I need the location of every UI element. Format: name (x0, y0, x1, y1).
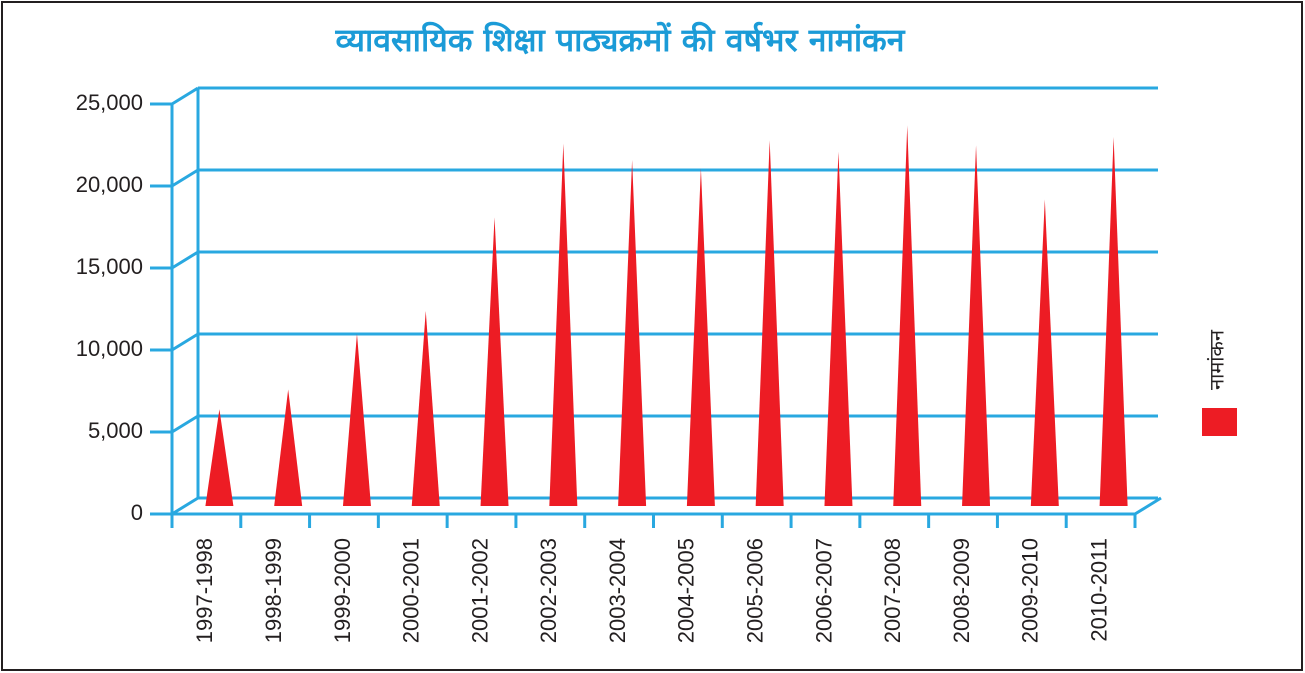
y-tick-label: 5,000 (88, 418, 143, 443)
chart-title: व्यावसायिक शिक्षा पाठ्यक्रमों की वर्षभर … (334, 21, 905, 59)
x-tick-label: 2008-2009 (949, 538, 974, 643)
x-tick-label: 2002-2003 (536, 538, 561, 643)
cone (274, 389, 303, 506)
x-tick-label: 2000-2001 (399, 538, 424, 643)
x-tick-label: 2009-2010 (1018, 538, 1043, 643)
cone (205, 409, 234, 506)
cone (342, 333, 371, 506)
cone (618, 159, 647, 506)
cone (1099, 137, 1128, 506)
cone (480, 217, 509, 507)
cone (549, 143, 578, 506)
cone (824, 151, 853, 506)
grid-line (171, 86, 199, 106)
x-tick-label: 1999-2000 (330, 538, 355, 643)
legend-swatch (1202, 408, 1237, 436)
cone (686, 168, 715, 506)
cone (755, 140, 784, 506)
x-tick-label: 1998-1999 (261, 538, 286, 643)
y-tick-label: 25,000 (76, 90, 143, 115)
grid-line (171, 168, 199, 188)
x-tick-label: 2006-2007 (811, 538, 836, 643)
grid-line (171, 250, 199, 270)
x-tick-label: 2005-2006 (742, 538, 767, 643)
grid-line (171, 332, 199, 352)
x-tick-label: 2010-2011 (1086, 538, 1111, 642)
y-tick-label: 0 (131, 500, 143, 525)
grid-line (171, 414, 199, 434)
floor-edge (1134, 496, 1162, 516)
cone (962, 145, 991, 506)
x-tick-label: 2001-2002 (467, 538, 492, 643)
x-tick-label: 1997-1998 (192, 538, 217, 643)
x-tick-label: 2004-2005 (674, 538, 699, 643)
cone (893, 125, 922, 507)
cone (411, 310, 440, 506)
y-tick-label: 10,000 (76, 336, 143, 361)
legend-label: नामांकन (1206, 329, 1228, 390)
y-tick-label: 15,000 (76, 254, 143, 279)
grid-line (171, 496, 199, 516)
cone (1030, 199, 1059, 506)
x-tick-label: 2007-2008 (880, 538, 905, 643)
y-tick-label: 20,000 (76, 172, 143, 197)
x-tick-label: 2003-2004 (605, 538, 630, 643)
